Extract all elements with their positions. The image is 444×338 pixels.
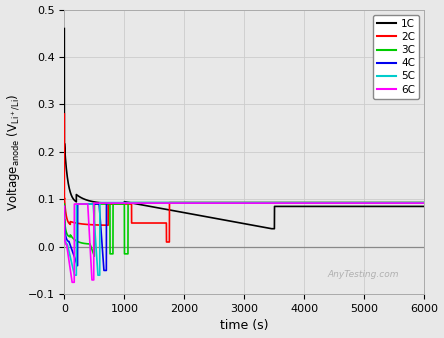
3C <box>247 200 253 204</box>
5C <box>385 200 390 204</box>
Line: 3C: 3C <box>64 202 424 256</box>
5C <box>422 200 427 204</box>
6C <box>104 201 110 205</box>
3C <box>236 200 242 204</box>
3C <box>116 202 122 206</box>
Line: 2C: 2C <box>64 114 424 242</box>
3C <box>77 240 82 244</box>
3C <box>422 200 427 204</box>
1C <box>89 199 94 203</box>
2C <box>90 223 95 227</box>
1C <box>304 204 309 209</box>
5C <box>97 200 103 204</box>
2C <box>164 240 169 244</box>
4C <box>131 201 136 205</box>
6C <box>239 201 245 205</box>
1C <box>422 204 427 209</box>
4C <box>111 201 117 205</box>
5C <box>86 202 91 206</box>
5C <box>72 273 77 277</box>
5C <box>173 200 178 204</box>
6C <box>69 280 75 284</box>
4C <box>62 204 67 209</box>
Text: AnyTesting.com: AnyTesting.com <box>327 270 399 279</box>
2C <box>400 200 405 204</box>
Legend: 1C, 2C, 3C, 4C, 5C, 6C: 1C, 2C, 3C, 4C, 5C, 6C <box>373 15 419 99</box>
3C <box>92 202 98 206</box>
2C <box>237 200 242 204</box>
3C <box>125 200 131 204</box>
6C <box>308 201 313 205</box>
1C <box>62 26 67 30</box>
1C <box>269 227 274 231</box>
5C <box>220 200 225 204</box>
6C <box>331 201 337 205</box>
4C <box>147 201 153 205</box>
5C <box>62 204 67 209</box>
6C <box>91 201 96 205</box>
6C <box>422 201 427 205</box>
4C <box>101 268 107 272</box>
1C <box>118 202 123 206</box>
3C <box>62 202 67 206</box>
5C <box>165 200 170 204</box>
4C <box>303 201 308 205</box>
2C <box>100 223 105 227</box>
4C <box>422 201 427 205</box>
3C <box>86 242 91 246</box>
6C <box>337 201 342 205</box>
4C <box>349 201 355 205</box>
2C <box>62 112 67 116</box>
5C <box>94 248 99 252</box>
Line: 5C: 5C <box>64 202 424 275</box>
2C <box>67 222 72 226</box>
1C <box>188 212 194 216</box>
4C <box>104 201 109 205</box>
4C <box>310 201 315 205</box>
3C <box>91 254 97 258</box>
Line: 1C: 1C <box>64 28 424 229</box>
1C <box>206 215 212 219</box>
6C <box>305 201 311 205</box>
Line: 6C: 6C <box>64 203 424 282</box>
2C <box>422 200 427 204</box>
1C <box>289 204 294 209</box>
X-axis label: time (s): time (s) <box>220 319 269 333</box>
6C <box>62 204 67 209</box>
Line: 4C: 4C <box>64 203 424 270</box>
2C <box>153 221 159 225</box>
Y-axis label: Voltage$_{\rm anode}$ (V$_{\rm Li^+/Li}$): Voltage$_{\rm anode}$ (V$_{\rm Li^+/Li}$… <box>6 93 22 211</box>
